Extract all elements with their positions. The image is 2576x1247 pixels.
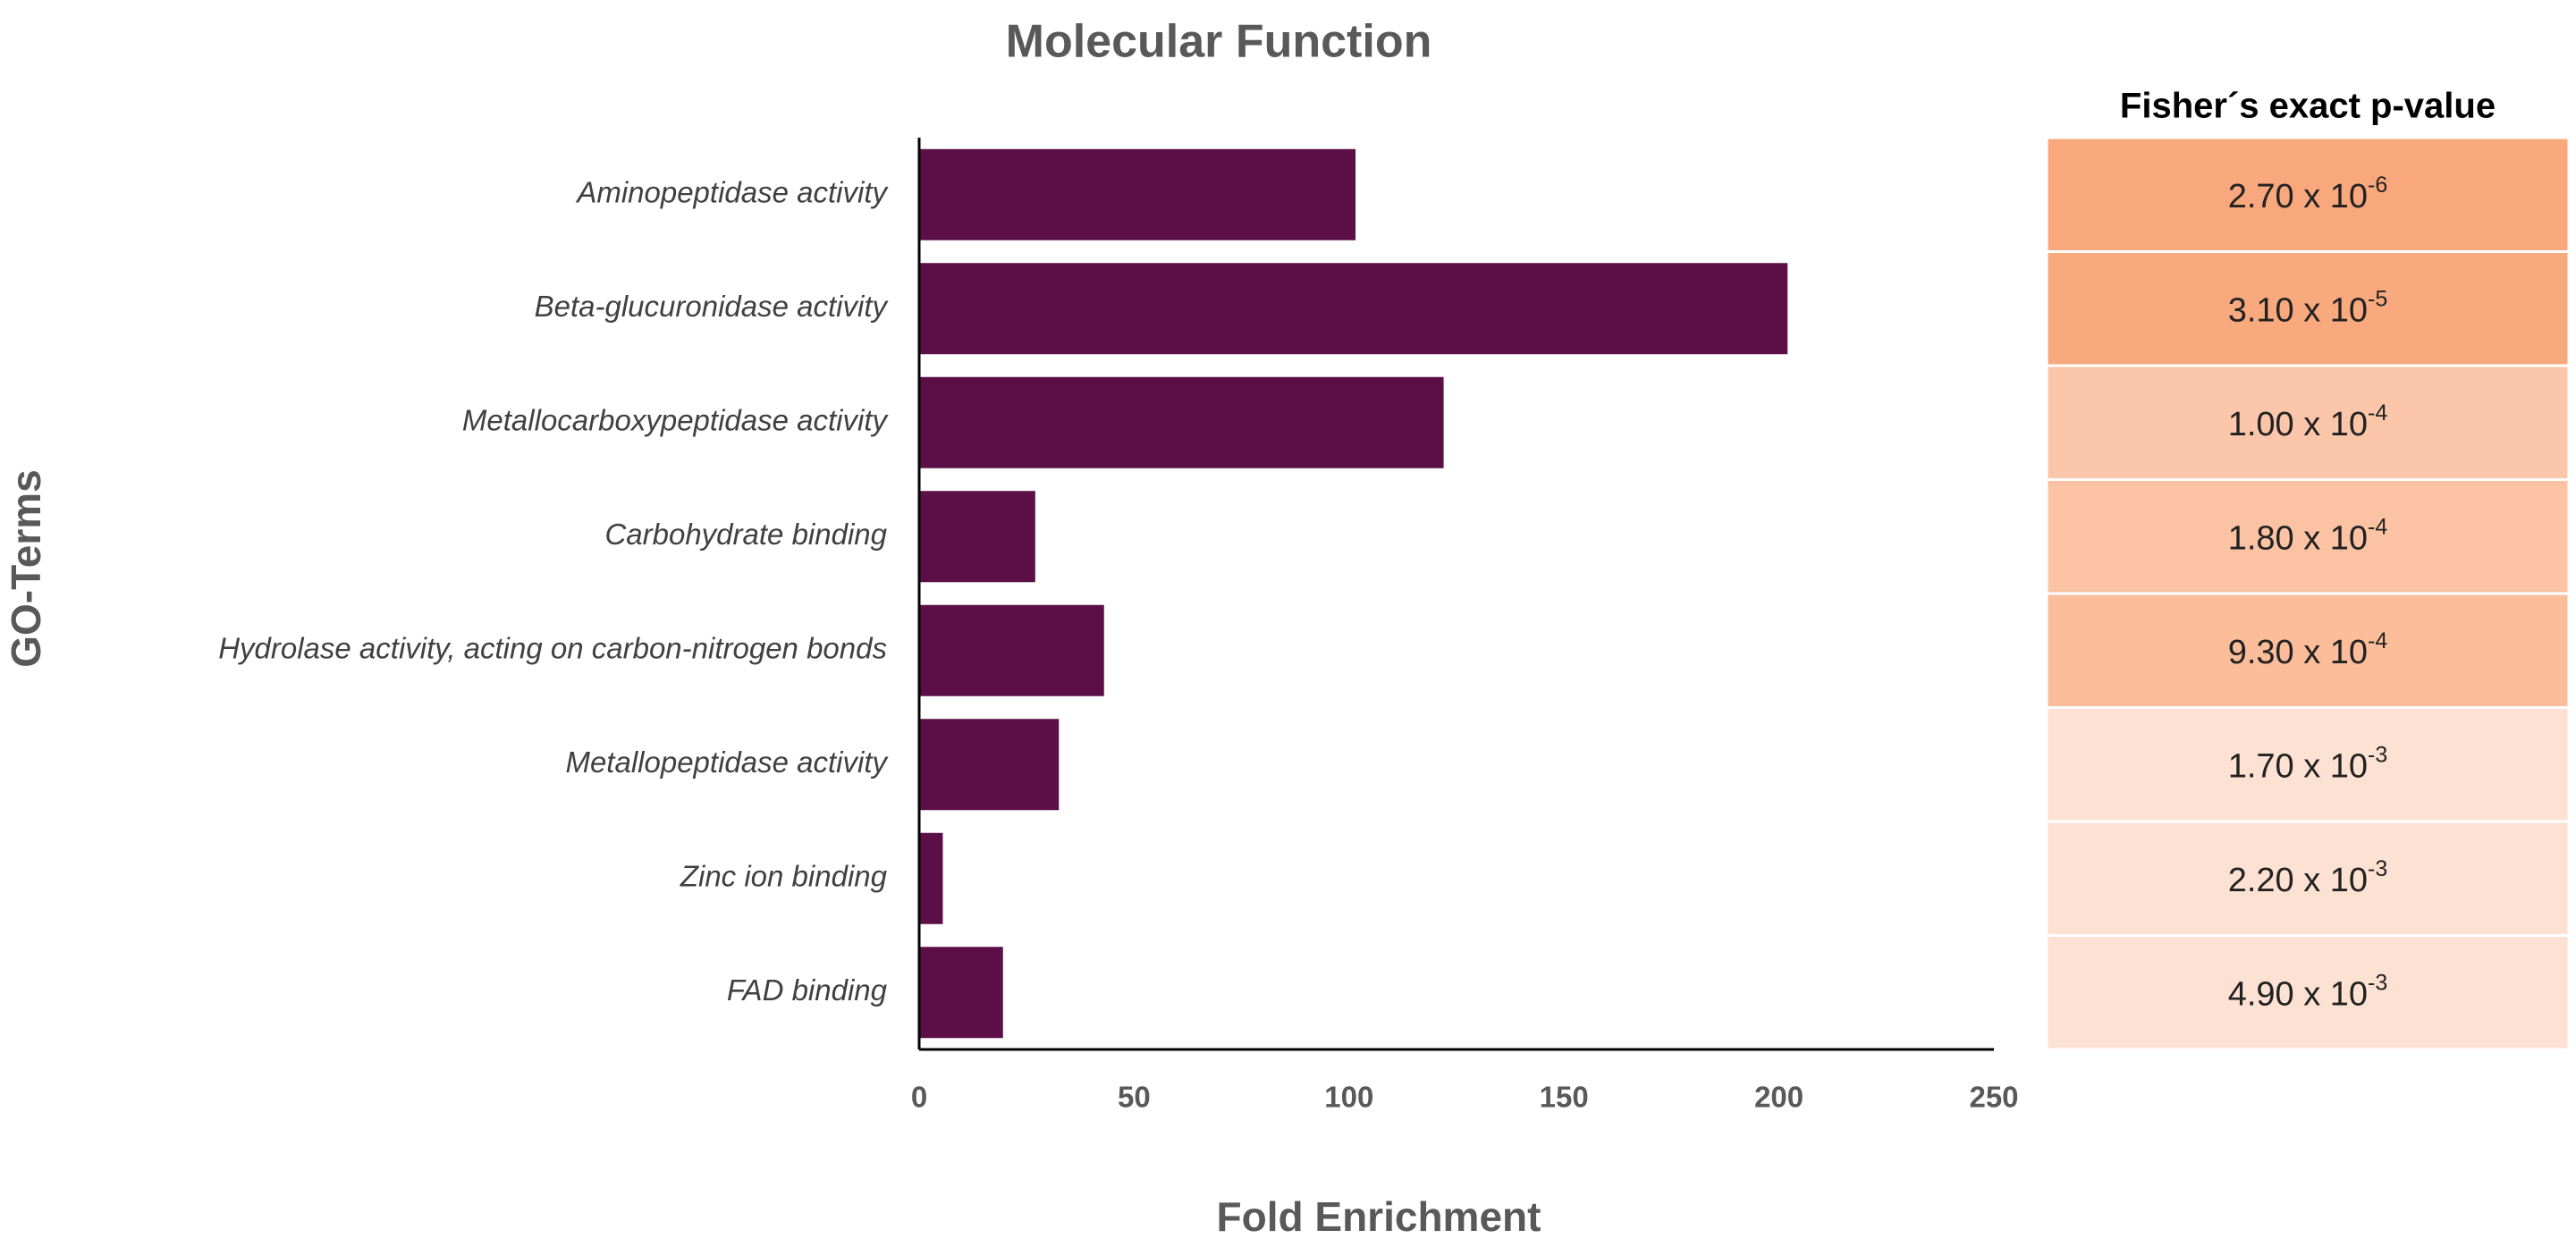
bar	[919, 947, 1003, 1039]
x-tick-label: 250	[1969, 1081, 2018, 1114]
table-cell	[2045, 478, 2571, 595]
y-tick-label: Beta-glucuronidase activity	[535, 290, 890, 323]
p-value-base: 1.80 x 10	[2228, 519, 2368, 557]
p-value-exponent: -4	[2368, 400, 2387, 425]
p-value: 4.90 x 10-3	[2228, 970, 2388, 1013]
table-header: Fisher´s exact p-value	[2120, 87, 2496, 126]
p-value-base: 9.30 x 10	[2228, 634, 2368, 671]
bar	[919, 719, 1060, 811]
p-value: 2.20 x 10-3	[2228, 855, 2388, 898]
bar	[919, 491, 1035, 583]
bar	[919, 263, 1788, 355]
p-value-exponent: -5	[2368, 286, 2387, 311]
y-tick-label: Zinc ion binding	[680, 859, 888, 892]
x-tick-label: 0	[911, 1081, 927, 1114]
p-value: 1.70 x 10-3	[2228, 742, 2388, 785]
p-value: 9.30 x 10-4	[2228, 628, 2388, 670]
x-tick-label: 200	[1754, 1081, 1803, 1114]
p-value-base: 1.70 x 10	[2228, 747, 2368, 785]
y-axis-title: GO-Terms	[3, 469, 49, 668]
p-value-exponent: -4	[2368, 628, 2387, 653]
p-value-exponent: -6	[2368, 172, 2387, 197]
p-value-base: 1.00 x 10	[2228, 406, 2368, 443]
p-value: 2.70 x 10-6	[2228, 172, 2388, 215]
bar	[919, 148, 1356, 240]
bar	[919, 376, 1444, 468]
y-tick-label: Metallopeptidase activity	[565, 746, 889, 779]
y-tick-label: Metallocarboxypeptidase activity	[462, 403, 890, 436]
p-value-base: 3.10 x 10	[2228, 291, 2368, 329]
p-value-base: 2.20 x 10	[2228, 862, 2368, 899]
y-tick-label: Carbohydrate binding	[604, 518, 887, 551]
x-tick-label: 50	[1118, 1081, 1151, 1114]
p-value-base: 4.90 x 10	[2228, 975, 2368, 1013]
p-value-exponent: -3	[2368, 855, 2387, 880]
y-tick-label: Hydrolase activity, acting on carbon-nit…	[218, 631, 887, 664]
table-cell	[2045, 136, 2571, 253]
bar	[919, 832, 943, 924]
p-value-base: 2.70 x 10	[2228, 178, 2368, 215]
y-tick-label: Aminopeptidase activity	[575, 175, 889, 208]
p-value-exponent: -4	[2368, 514, 2387, 539]
bar	[919, 604, 1104, 696]
x-tick-label: 150	[1540, 1081, 1589, 1114]
p-value: 1.00 x 10-4	[2228, 400, 2388, 442]
table-cell	[2045, 820, 2571, 937]
x-axis-title: Fold Enrichment	[1217, 1193, 1541, 1240]
p-value: 3.10 x 10-5	[2228, 286, 2388, 329]
p-value-exponent: -3	[2368, 970, 2387, 995]
p-value: 1.80 x 10-4	[2228, 514, 2388, 557]
chart-title: Molecular Function	[1006, 16, 1432, 68]
table-cell	[2045, 706, 2571, 823]
table-cell	[2045, 934, 2571, 1051]
p-value-exponent: -3	[2368, 742, 2387, 767]
y-tick-label: FAD binding	[727, 973, 888, 1007]
table-cell	[2045, 592, 2571, 709]
table-cell	[2045, 250, 2571, 367]
table-cell	[2045, 364, 2571, 481]
x-tick-label: 100	[1324, 1081, 1373, 1114]
